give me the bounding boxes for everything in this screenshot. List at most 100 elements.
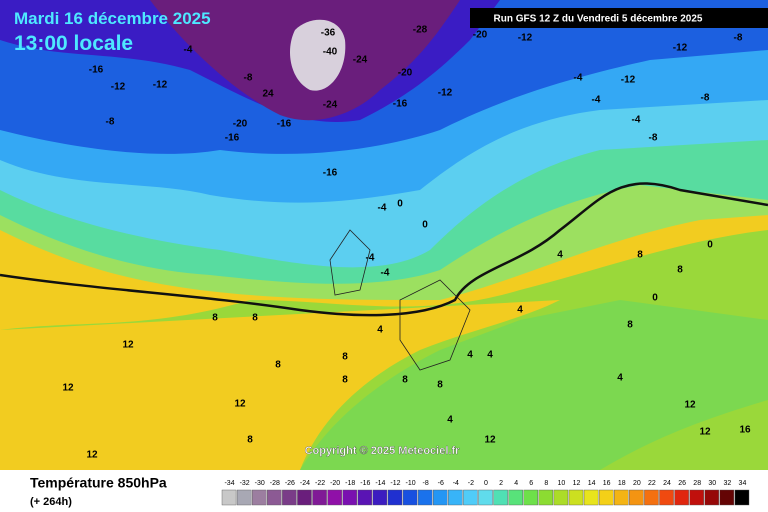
legend-swatch <box>357 489 373 506</box>
legend-swatch <box>327 489 342 506</box>
legend-tick-label: -18 <box>345 480 355 487</box>
contour-label: 8 <box>342 375 348 386</box>
contour-label: 0 <box>652 293 658 304</box>
contour-label: 12 <box>684 400 696 411</box>
contour-label: -28 <box>413 25 428 36</box>
legend-tick-label: 22 <box>648 480 656 487</box>
contour-label: -24 <box>323 100 338 111</box>
contour-label: 4 <box>467 350 473 361</box>
contour-label: -16 <box>89 65 104 76</box>
legend-tick-label: 6 <box>529 480 533 487</box>
contour-label: -40 <box>323 47 338 58</box>
contour-label: 8 <box>627 320 633 331</box>
contour-label: -8 <box>106 117 115 128</box>
legend-swatch <box>629 489 644 506</box>
legend-swatch <box>387 489 403 506</box>
legend-tick-label: -32 <box>240 480 250 487</box>
contour-label: 4 <box>517 305 523 316</box>
legend-swatch <box>448 489 463 506</box>
legend-swatch <box>267 489 282 506</box>
contour-label: -4 <box>366 253 375 264</box>
legend-swatch <box>463 489 478 506</box>
legend-tick-label: 18 <box>618 480 626 487</box>
legend-tick-label: 14 <box>588 480 596 487</box>
contour-label: 8 <box>402 375 408 386</box>
contour-label: -20 <box>398 68 413 79</box>
legend-tick-label: -14 <box>375 480 385 487</box>
legend-swatch <box>236 489 252 506</box>
contour-label: -24 <box>353 55 368 66</box>
contour-label: 12 <box>86 450 98 461</box>
legend-swatch <box>674 489 689 506</box>
contour-label: 8 <box>342 352 348 363</box>
legend-swatch <box>704 489 720 506</box>
contour-label: -4 <box>574 73 583 84</box>
legend-tick-label: 16 <box>603 480 611 487</box>
legend-tick-label: -34 <box>224 480 234 487</box>
legend-swatch <box>553 489 569 506</box>
legend-swatch <box>342 489 357 506</box>
legend-tick-label: 12 <box>573 480 581 487</box>
contour-label: 8 <box>252 313 258 324</box>
legend-tick-label: 20 <box>633 480 641 487</box>
legend-swatch <box>568 489 584 506</box>
legend-swatch <box>719 489 735 506</box>
map-background <box>0 0 768 470</box>
legend-swatch <box>689 489 704 506</box>
legend-swatch <box>493 489 508 506</box>
contour-label: -16 <box>393 99 408 110</box>
legend-tick-label: -20 <box>330 480 340 487</box>
contour-label: -4 <box>592 95 601 106</box>
legend-swatch <box>433 489 448 506</box>
legend-swatch <box>297 489 312 506</box>
contour-label: -12 <box>438 88 453 99</box>
contour-label: -12 <box>673 43 688 54</box>
contour-label: 8 <box>637 250 643 261</box>
contour-label: 12 <box>122 340 134 351</box>
legend-tick-label: 8 <box>544 480 548 487</box>
legend-tick-label: -30 <box>255 480 265 487</box>
copyright: Copyright © 2025 Meteociel.fr <box>305 445 461 457</box>
legend-tick-label: -10 <box>406 480 416 487</box>
legend-swatch <box>583 489 599 506</box>
legend-tick-label: -28 <box>270 480 280 487</box>
contour-label: 4 <box>447 415 453 426</box>
run-info: Run GFS 12 Z du Vendredi 5 décembre 2025 <box>494 14 703 25</box>
contour-label: -20 <box>233 119 248 130</box>
legend-swatch <box>644 489 659 506</box>
contour-label: -4 <box>378 203 387 214</box>
legend-tick-label: 32 <box>723 480 731 487</box>
legend-tick-label: 24 <box>663 480 671 487</box>
contour-label: -12 <box>518 33 533 44</box>
contour-label: -16 <box>323 168 338 179</box>
contour-label: 12 <box>234 399 246 410</box>
contour-label: -12 <box>621 75 636 86</box>
legend-swatch <box>614 489 629 506</box>
contour-label: 4 <box>617 373 623 384</box>
contour-label: -8 <box>701 93 710 104</box>
contour-label: 8 <box>247 435 253 446</box>
legend-tick-label: -12 <box>390 480 400 487</box>
contour-label: 4 <box>377 325 383 336</box>
legend-swatch <box>598 489 614 506</box>
legend-tick-label: -26 <box>285 480 295 487</box>
legend-tick-label: -16 <box>360 480 370 487</box>
legend-swatch <box>478 489 493 506</box>
contour-label: -4 <box>381 268 390 279</box>
contour-label: 8 <box>275 360 281 371</box>
legend-swatch <box>221 489 237 506</box>
map-labels: -16-12 -12-8-4-824-20-16-16-36-40-24-24-2… <box>62 25 751 461</box>
legend-swatch <box>402 489 418 506</box>
legend-swatch <box>523 489 539 506</box>
legend-tick-label: 10 <box>558 480 566 487</box>
legend-swatch <box>251 489 267 506</box>
footer-title: Température 850hPa <box>30 475 167 491</box>
color-legend: -34 -32 -30 -28 -26 -24 -22 -20 -18 -16 -14 -12 -10-… <box>221 480 750 506</box>
contour-label: 0 <box>397 199 403 210</box>
legend-swatch <box>734 489 750 506</box>
contour-label: -16 <box>225 133 240 144</box>
contour-label: 0 <box>707 240 713 251</box>
contour-label: 24 <box>262 89 274 100</box>
legend-tick-label: -8 <box>423 480 429 487</box>
